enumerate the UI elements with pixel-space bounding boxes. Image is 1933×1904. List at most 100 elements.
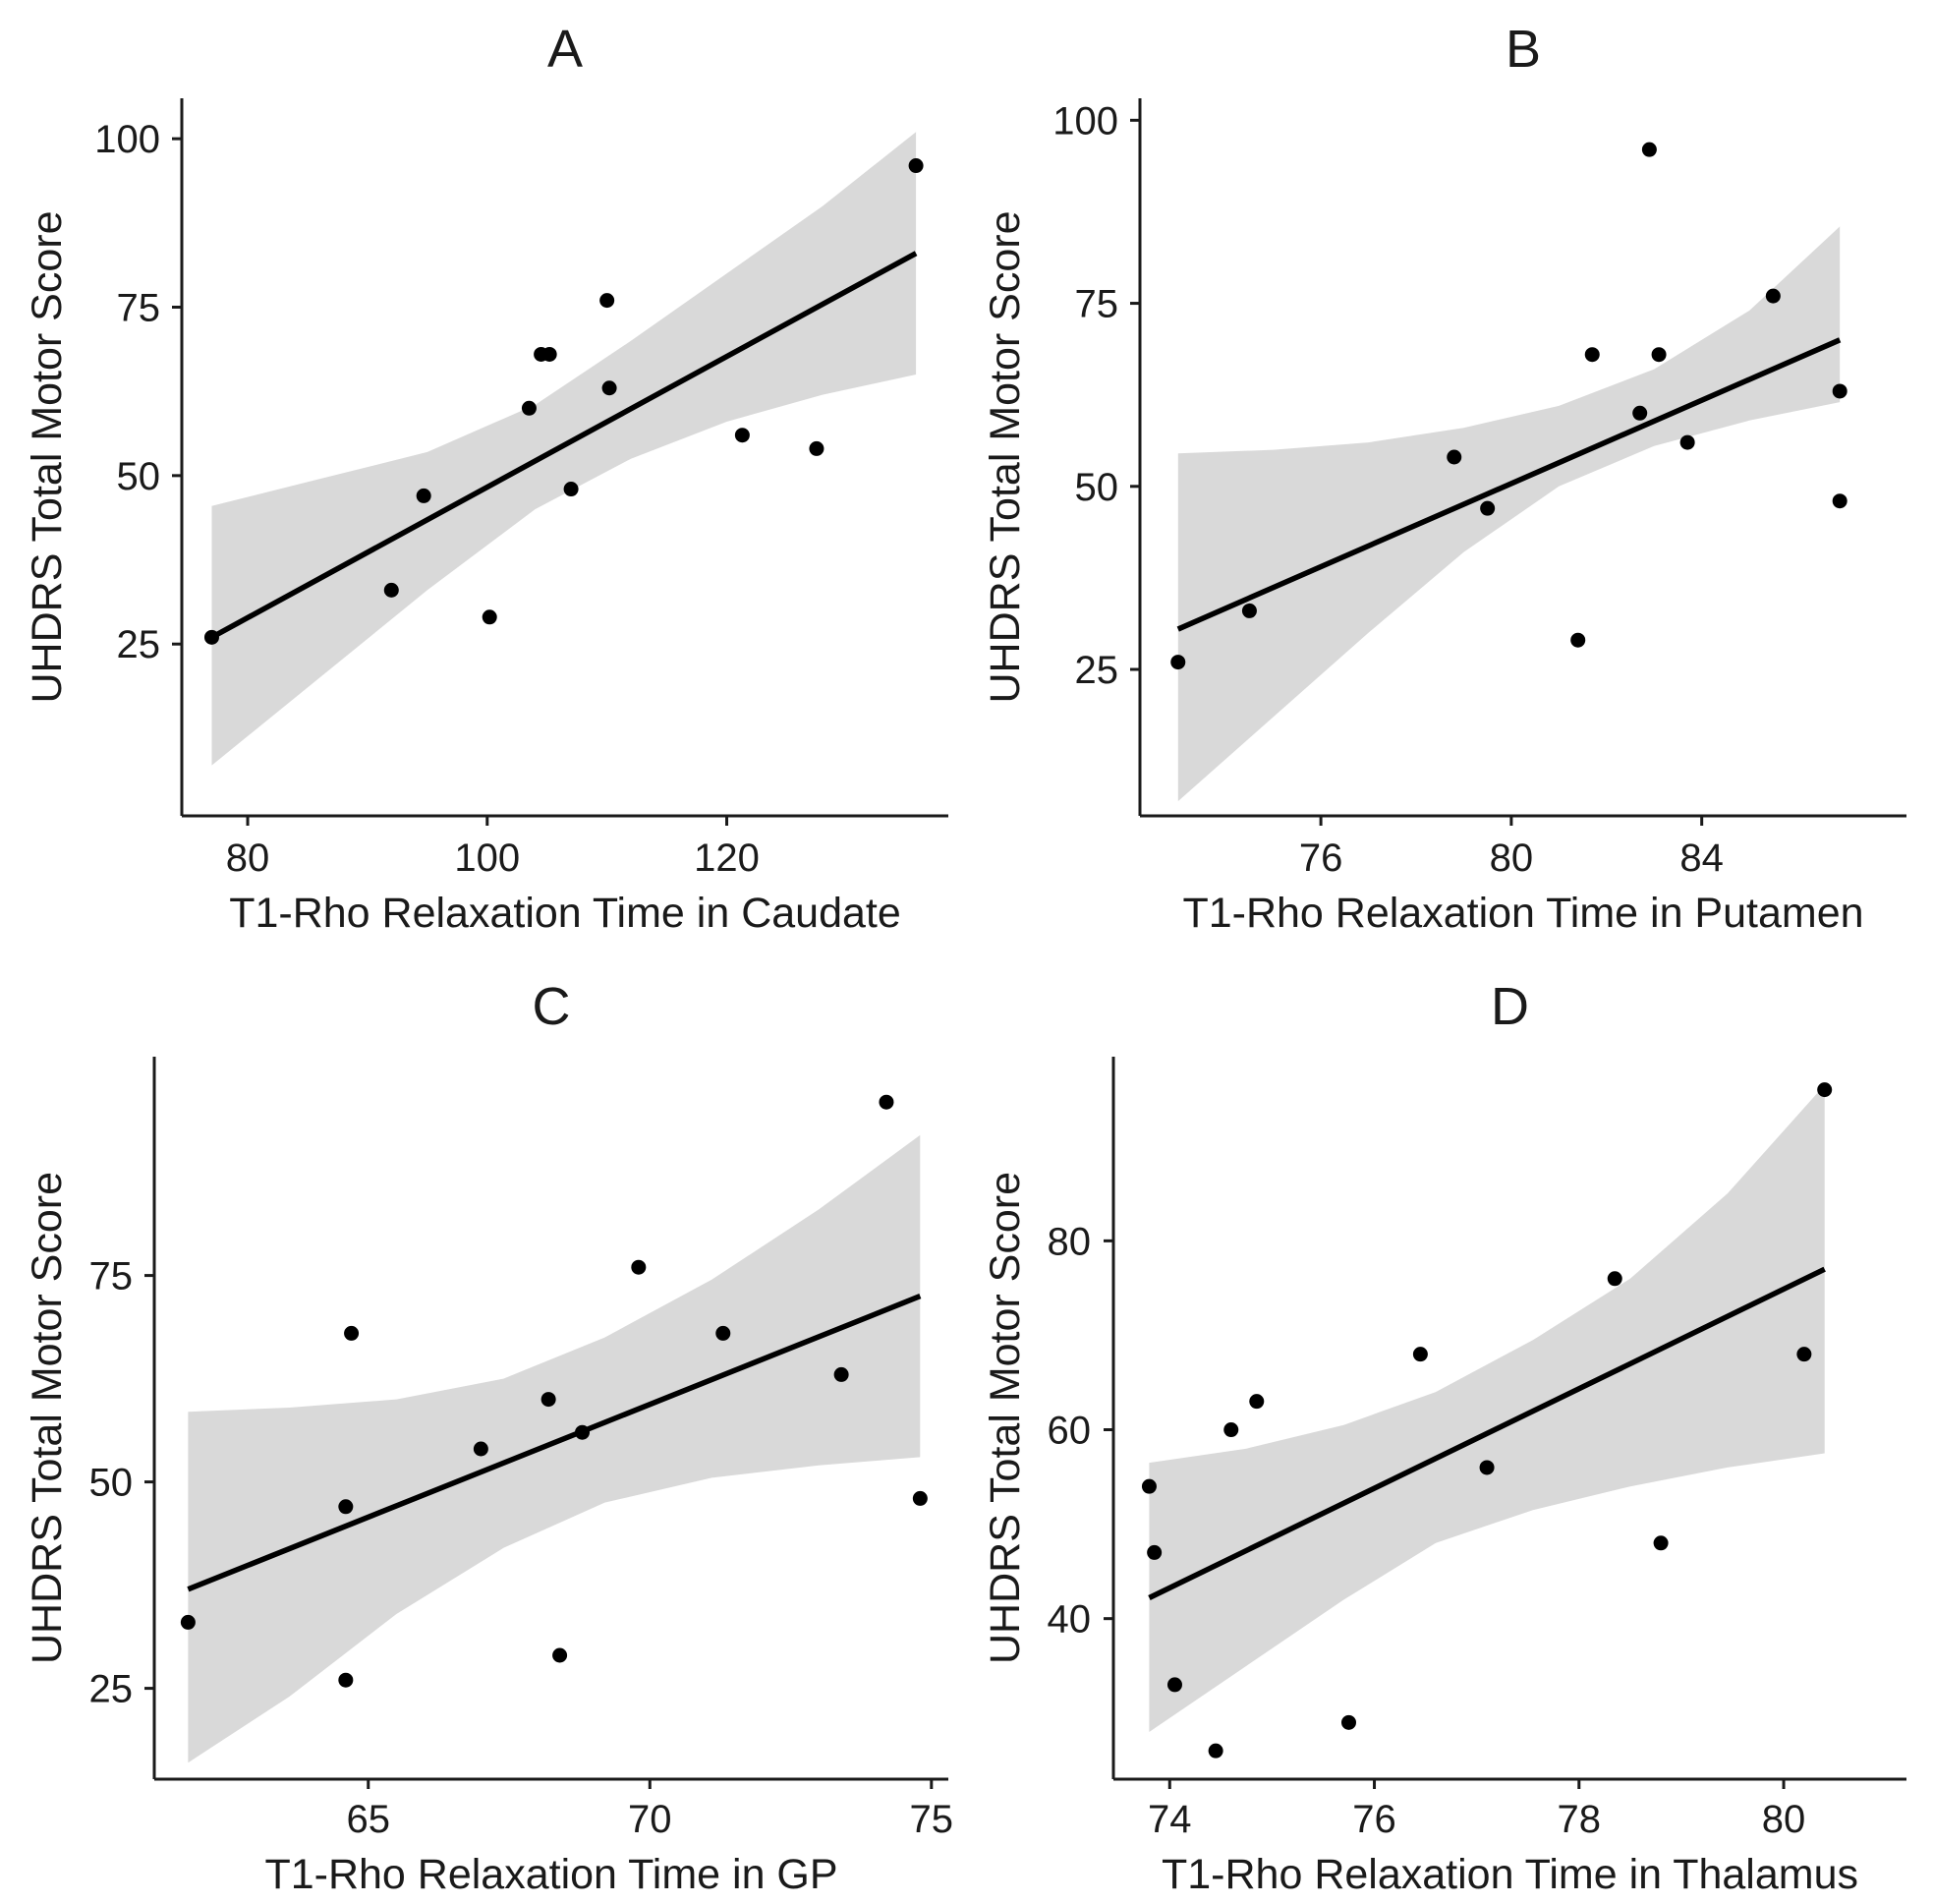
regression-line bbox=[210, 251, 918, 640]
data-point bbox=[912, 1490, 928, 1506]
confidence-band bbox=[211, 132, 917, 766]
x-tick-label: 76 bbox=[1299, 837, 1343, 880]
data-point bbox=[1166, 1677, 1182, 1693]
data-point bbox=[1832, 383, 1848, 399]
data-point bbox=[1651, 347, 1667, 363]
data-point bbox=[1679, 434, 1695, 450]
y-tick-label: 100 bbox=[1052, 99, 1118, 143]
panel-title-d: D bbox=[1491, 977, 1529, 1036]
data-point bbox=[203, 629, 219, 645]
x-axis-title: T1-Rho Relaxation Time in Putamen bbox=[1182, 890, 1863, 937]
data-point bbox=[1607, 1271, 1622, 1287]
y-tick-label: 75 bbox=[1075, 283, 1119, 326]
data-point bbox=[1170, 655, 1186, 670]
y-axis-title: UHDRS Total Motor Score bbox=[24, 1172, 71, 1664]
data-point bbox=[344, 1325, 360, 1341]
data-point bbox=[1796, 1347, 1812, 1362]
data-point bbox=[338, 1499, 354, 1515]
x-tick-label: 70 bbox=[628, 1798, 672, 1841]
data-point bbox=[1340, 1714, 1356, 1730]
data-point bbox=[383, 582, 399, 598]
data-point bbox=[473, 1441, 488, 1457]
regression-line bbox=[1148, 1266, 1826, 1601]
x-tick-label: 80 bbox=[226, 837, 270, 880]
y-tick-label: 25 bbox=[117, 623, 161, 666]
x-tick-label: 74 bbox=[1148, 1798, 1192, 1841]
data-point bbox=[482, 609, 497, 625]
data-point bbox=[1632, 405, 1648, 421]
confidence-band bbox=[1149, 1084, 1825, 1732]
data-point bbox=[715, 1325, 731, 1341]
x-tick-label: 84 bbox=[1679, 837, 1724, 880]
data-point bbox=[1412, 1347, 1428, 1362]
y-axis-title: UHDRS Total Motor Score bbox=[982, 210, 1029, 703]
y-tick-label: 100 bbox=[94, 118, 160, 161]
x-axis-title: T1-Rho Relaxation Time in Thalamus bbox=[1162, 1851, 1858, 1898]
data-point bbox=[599, 293, 615, 309]
data-point bbox=[541, 346, 557, 362]
confidence-band bbox=[1177, 226, 1841, 802]
confidence-band bbox=[188, 1134, 921, 1763]
y-tick-label: 50 bbox=[89, 1462, 134, 1505]
data-point bbox=[1141, 1478, 1157, 1494]
data-point bbox=[180, 1614, 196, 1630]
data-point bbox=[1641, 142, 1657, 157]
data-point bbox=[1765, 288, 1781, 304]
x-tick-label: 80 bbox=[1762, 1798, 1806, 1841]
x-tick-label: 100 bbox=[454, 837, 520, 880]
y-tick-label: 50 bbox=[117, 455, 161, 498]
x-tick-label: 75 bbox=[910, 1798, 954, 1841]
data-point bbox=[631, 1259, 647, 1275]
data-point bbox=[338, 1672, 354, 1688]
data-point bbox=[908, 158, 924, 174]
x-tick-label: 120 bbox=[694, 837, 760, 880]
panel-title-a: A bbox=[547, 20, 583, 79]
data-point bbox=[1208, 1743, 1223, 1759]
data-point bbox=[575, 1424, 591, 1440]
y-tick-label: 25 bbox=[1075, 649, 1119, 692]
data-point bbox=[540, 1392, 556, 1408]
y-axis-title: UHDRS Total Motor Score bbox=[982, 1172, 1029, 1664]
data-point bbox=[1832, 493, 1848, 509]
panel-title-b: B bbox=[1506, 20, 1541, 79]
panel-c: C 65 70 75 25 50 75 T1-Rho Relaxation Time in G… bbox=[24, 977, 953, 1898]
y-tick-label: 75 bbox=[89, 1255, 134, 1298]
y-tick-label: 40 bbox=[1048, 1598, 1092, 1642]
data-point bbox=[833, 1366, 849, 1382]
data-point bbox=[1447, 449, 1462, 465]
data-point bbox=[1147, 1544, 1163, 1560]
data-point bbox=[1223, 1422, 1239, 1438]
panel-b: B 76 80 84 25 50 75 100 T1-Rho Relaxation Time i… bbox=[982, 20, 1906, 937]
x-tick-label: 80 bbox=[1490, 837, 1534, 880]
y-tick-label: 75 bbox=[117, 286, 161, 329]
data-point bbox=[1570, 632, 1586, 648]
panel-d: D 74 76 78 80 40 60 80 T1-Rho Relaxation Time in… bbox=[982, 977, 1906, 1898]
data-point bbox=[1480, 500, 1496, 516]
x-axis-title: T1-Rho Relaxation Time in Caudate bbox=[229, 890, 901, 937]
y-axis-title: UHDRS Total Motor Score bbox=[24, 210, 71, 703]
regression-line bbox=[1176, 337, 1842, 632]
data-point bbox=[1817, 1082, 1833, 1098]
panel-title-c: C bbox=[533, 977, 571, 1036]
data-point bbox=[1479, 1460, 1495, 1475]
panel-a: A 80 100 120 25 50 75 100 T1-Rho Relaxation Time… bbox=[24, 20, 948, 937]
data-point bbox=[1241, 603, 1257, 618]
data-point bbox=[416, 488, 431, 503]
data-point bbox=[1249, 1394, 1265, 1410]
data-point bbox=[601, 380, 617, 396]
y-tick-label: 50 bbox=[1075, 466, 1119, 509]
data-point bbox=[1653, 1535, 1669, 1551]
data-point bbox=[809, 440, 824, 456]
data-point bbox=[879, 1094, 894, 1110]
x-tick-label: 78 bbox=[1558, 1798, 1602, 1841]
y-tick-label: 60 bbox=[1048, 1410, 1092, 1453]
data-point bbox=[552, 1647, 568, 1663]
data-point bbox=[563, 482, 579, 497]
y-tick-label: 80 bbox=[1048, 1220, 1092, 1263]
x-tick-label: 76 bbox=[1352, 1798, 1396, 1841]
data-point bbox=[1584, 347, 1600, 363]
data-point bbox=[521, 400, 537, 416]
x-tick-label: 65 bbox=[347, 1798, 391, 1841]
x-axis-title: T1-Rho Relaxation Time in GP bbox=[264, 1851, 837, 1898]
